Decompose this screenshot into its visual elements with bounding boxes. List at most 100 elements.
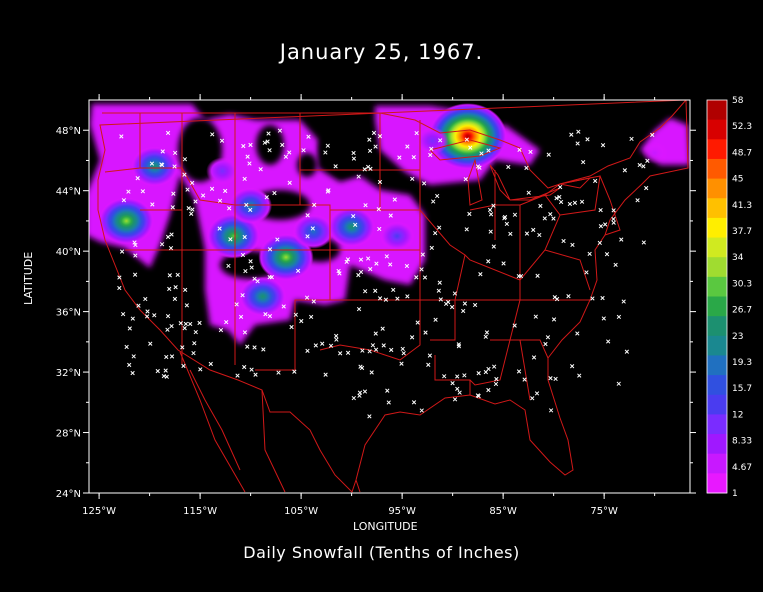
station-marker	[240, 293, 245, 298]
station-marker	[422, 275, 428, 280]
colorbar-swatch	[707, 276, 727, 297]
station-marker	[170, 205, 175, 210]
station-marker	[208, 361, 213, 367]
colorbar-swatch	[707, 178, 727, 199]
station-marker	[272, 190, 277, 196]
colorbar-label: 58	[732, 96, 744, 106]
station-marker	[641, 164, 646, 169]
station-marker	[436, 288, 441, 293]
station-marker	[569, 364, 575, 369]
station-marker	[281, 304, 286, 309]
snow-center	[98, 197, 154, 245]
colorbar-label: 8.33	[732, 437, 752, 447]
station-marker	[376, 207, 381, 212]
colorbar-swatch	[707, 473, 727, 494]
station-marker	[190, 207, 195, 212]
colorbar-swatch	[707, 296, 727, 317]
station-marker	[584, 270, 589, 275]
station-markers	[117, 128, 655, 419]
station-marker	[367, 349, 372, 354]
station-marker	[585, 137, 590, 142]
station-marker	[193, 329, 198, 335]
station-marker	[494, 376, 499, 382]
station-marker	[145, 309, 150, 314]
station-marker	[172, 296, 178, 302]
station-marker	[193, 199, 198, 204]
station-marker	[570, 242, 575, 248]
colorbar-label: 23	[732, 332, 743, 342]
station-marker	[150, 202, 155, 207]
station-marker	[464, 137, 470, 142]
station-marker	[389, 347, 394, 353]
station-marker	[130, 316, 135, 321]
station-marker	[308, 314, 314, 320]
station-marker	[472, 302, 478, 308]
station-marker	[119, 134, 124, 139]
snow-center	[229, 187, 272, 224]
station-marker	[611, 220, 616, 225]
station-marker	[553, 376, 558, 382]
station-marker	[175, 272, 180, 278]
x-tick-label: 75°W	[590, 506, 618, 517]
station-marker	[463, 177, 468, 182]
station-marker	[164, 374, 169, 379]
station-marker	[488, 229, 493, 234]
station-marker	[546, 152, 551, 157]
station-marker	[558, 199, 564, 205]
station-marker	[218, 327, 224, 333]
station-marker	[182, 326, 187, 331]
station-marker	[345, 350, 351, 355]
station-marker	[616, 381, 621, 386]
station-marker	[165, 327, 170, 332]
station-marker	[248, 259, 253, 264]
station-marker	[351, 213, 356, 219]
station-marker	[210, 132, 215, 137]
station-marker	[262, 140, 267, 145]
y-tick-label: 32°N	[56, 368, 81, 379]
station-marker	[476, 393, 481, 399]
station-marker	[415, 320, 420, 325]
station-marker	[188, 321, 193, 327]
colorbar-label: 45	[732, 175, 743, 185]
station-marker	[365, 256, 371, 261]
y-tick-label: 44°N	[56, 187, 81, 198]
colorbar-label: 19.3	[732, 358, 752, 368]
station-marker	[351, 156, 357, 161]
colorbar-swatch	[707, 355, 727, 376]
station-marker	[426, 362, 431, 367]
station-marker	[377, 296, 383, 301]
station-marker	[516, 369, 522, 374]
station-marker	[576, 129, 581, 134]
snow-center	[379, 221, 415, 251]
station-marker	[148, 341, 153, 346]
station-marker	[358, 257, 364, 262]
station-marker	[267, 274, 272, 280]
station-marker	[367, 148, 373, 153]
station-marker	[178, 321, 183, 326]
station-marker	[323, 372, 328, 377]
station-marker	[438, 297, 443, 302]
station-marker	[429, 245, 434, 251]
station-marker	[132, 240, 137, 245]
station-marker	[351, 395, 356, 401]
station-marker	[345, 257, 351, 262]
station-marker	[223, 188, 228, 194]
snow-center	[239, 276, 287, 317]
station-marker	[264, 195, 269, 200]
station-marker	[363, 203, 368, 208]
station-marker	[506, 164, 511, 170]
station-marker	[334, 337, 339, 342]
station-marker	[292, 369, 297, 374]
station-marker	[635, 198, 640, 203]
station-marker	[356, 272, 361, 278]
station-marker	[431, 199, 436, 204]
station-marker	[186, 206, 191, 211]
station-marker	[357, 390, 363, 395]
station-marker	[401, 351, 406, 356]
y-tick-label: 28°N	[56, 429, 81, 440]
x-tick-label: 85°W	[489, 506, 517, 517]
station-marker	[217, 226, 222, 231]
station-marker	[305, 213, 310, 218]
station-marker	[160, 149, 165, 154]
station-marker	[414, 275, 419, 280]
